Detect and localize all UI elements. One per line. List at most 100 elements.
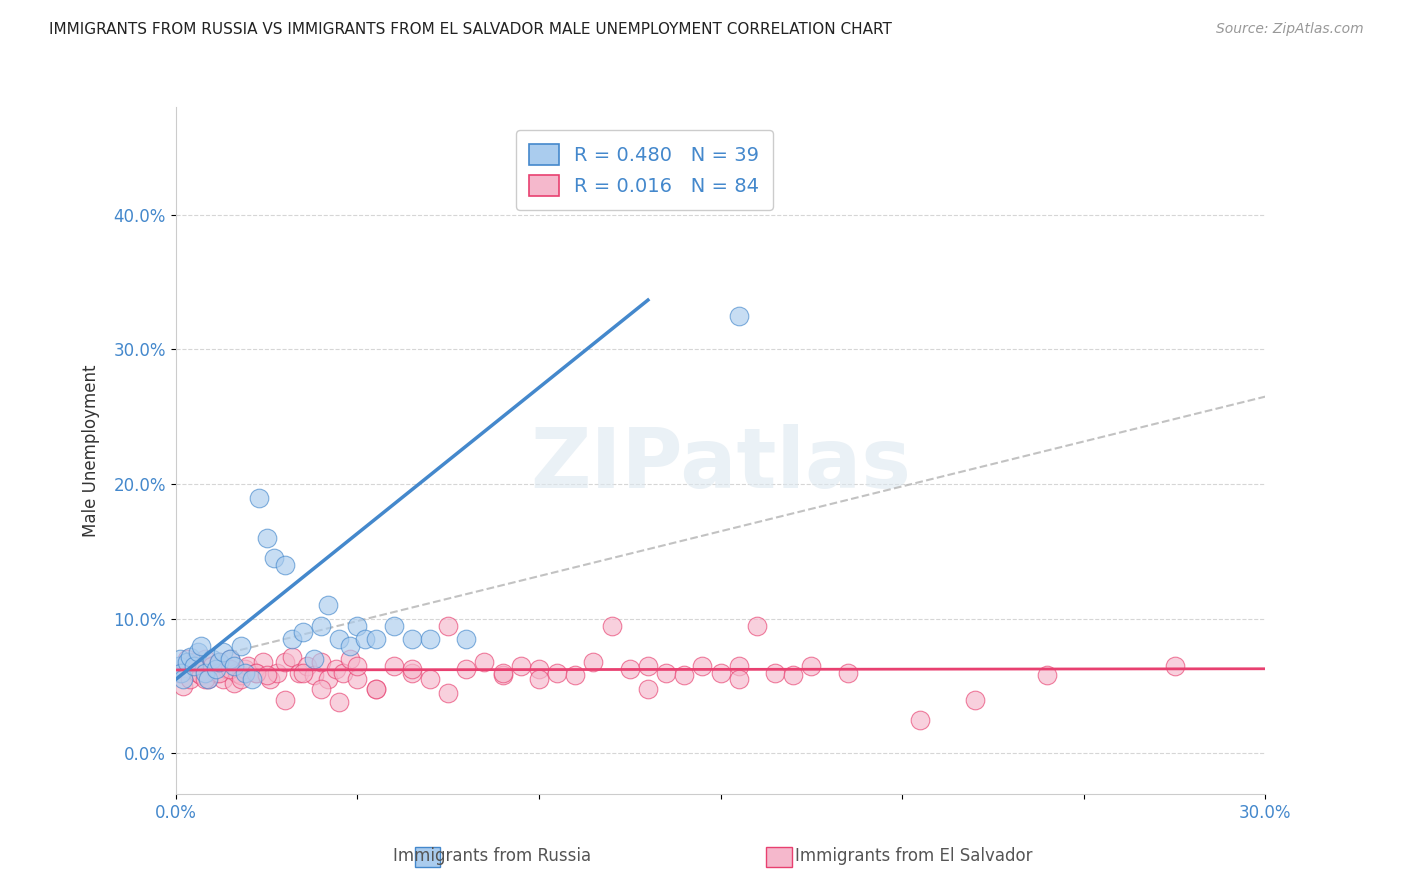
Point: [318, 599, 340, 613]
Point: [252, 655, 274, 669]
Point: [419, 632, 441, 646]
Point: [637, 659, 659, 673]
Point: [346, 673, 368, 687]
Point: [546, 665, 568, 680]
Point: [782, 668, 804, 682]
Point: [256, 668, 278, 682]
FancyBboxPatch shape: [415, 847, 440, 867]
Point: [219, 662, 242, 676]
Point: [492, 665, 515, 680]
Point: [183, 659, 205, 673]
Point: [222, 676, 245, 690]
Text: Immigrants from Russia: Immigrants from Russia: [394, 847, 591, 865]
Point: [186, 665, 209, 680]
Point: [346, 618, 368, 632]
Point: [309, 681, 332, 696]
Point: [266, 665, 288, 680]
Point: [256, 531, 278, 545]
Point: [837, 665, 859, 680]
Point: [910, 713, 932, 727]
Point: [231, 639, 253, 653]
Point: [247, 491, 270, 505]
Point: [204, 665, 226, 680]
Text: ZIPatlas: ZIPatlas: [530, 424, 911, 505]
Point: [208, 655, 231, 669]
Point: [745, 618, 768, 632]
Point: [201, 652, 224, 666]
Point: [456, 632, 478, 646]
Point: [763, 665, 786, 680]
Point: [328, 632, 350, 646]
Point: [291, 625, 314, 640]
Point: [328, 695, 350, 709]
Point: [197, 673, 219, 687]
Point: [382, 659, 405, 673]
Point: [382, 618, 405, 632]
Point: [582, 655, 605, 669]
Point: [800, 659, 823, 673]
Point: [1036, 668, 1059, 682]
Point: [233, 665, 256, 680]
Point: [212, 673, 235, 687]
Point: [309, 655, 332, 669]
Point: [527, 662, 550, 676]
Point: [183, 655, 205, 669]
Point: [167, 659, 190, 673]
Point: [318, 673, 340, 687]
Point: [401, 665, 423, 680]
Point: [194, 652, 217, 666]
Point: [339, 639, 361, 653]
Point: [655, 665, 678, 680]
Point: [219, 652, 242, 666]
Point: [259, 673, 281, 687]
Point: [963, 692, 986, 706]
Point: [208, 655, 231, 669]
Point: [176, 652, 198, 666]
Point: [673, 668, 696, 682]
Point: [169, 665, 191, 680]
Point: [600, 618, 623, 632]
Text: IMMIGRANTS FROM RUSSIA VS IMMIGRANTS FROM EL SALVADOR MALE UNEMPLOYMENT CORRELAT: IMMIGRANTS FROM RUSSIA VS IMMIGRANTS FRO…: [49, 22, 891, 37]
FancyBboxPatch shape: [766, 847, 792, 867]
Point: [238, 659, 260, 673]
Point: [325, 662, 347, 676]
Point: [437, 686, 460, 700]
Point: [364, 681, 387, 696]
Point: [637, 681, 659, 696]
Point: [302, 652, 325, 666]
Point: [204, 662, 226, 676]
Legend: R = 0.480   N = 39, R = 0.016   N = 84: R = 0.480 N = 39, R = 0.016 N = 84: [516, 130, 773, 210]
Point: [727, 659, 749, 673]
Point: [263, 551, 285, 566]
Point: [212, 645, 235, 659]
Point: [619, 662, 641, 676]
Point: [233, 662, 256, 676]
Point: [364, 632, 387, 646]
Point: [176, 655, 198, 669]
Point: [172, 679, 194, 693]
Point: [288, 665, 311, 680]
Point: [169, 652, 191, 666]
Text: Source: ZipAtlas.com: Source: ZipAtlas.com: [1216, 22, 1364, 37]
Point: [346, 659, 368, 673]
Point: [226, 665, 249, 680]
Point: [437, 618, 460, 632]
Point: [474, 655, 496, 669]
Point: [692, 659, 714, 673]
Point: [273, 558, 295, 572]
Point: [170, 665, 193, 680]
Point: [194, 665, 217, 680]
Point: [309, 618, 332, 632]
Point: [364, 681, 387, 696]
Point: [231, 673, 253, 687]
Point: [492, 668, 515, 682]
Point: [353, 632, 375, 646]
Point: [222, 659, 245, 673]
Point: [419, 673, 441, 687]
Point: [1163, 659, 1185, 673]
Point: [727, 309, 749, 323]
Point: [201, 659, 224, 673]
Point: [190, 639, 212, 653]
Point: [401, 662, 423, 676]
Point: [339, 652, 361, 666]
